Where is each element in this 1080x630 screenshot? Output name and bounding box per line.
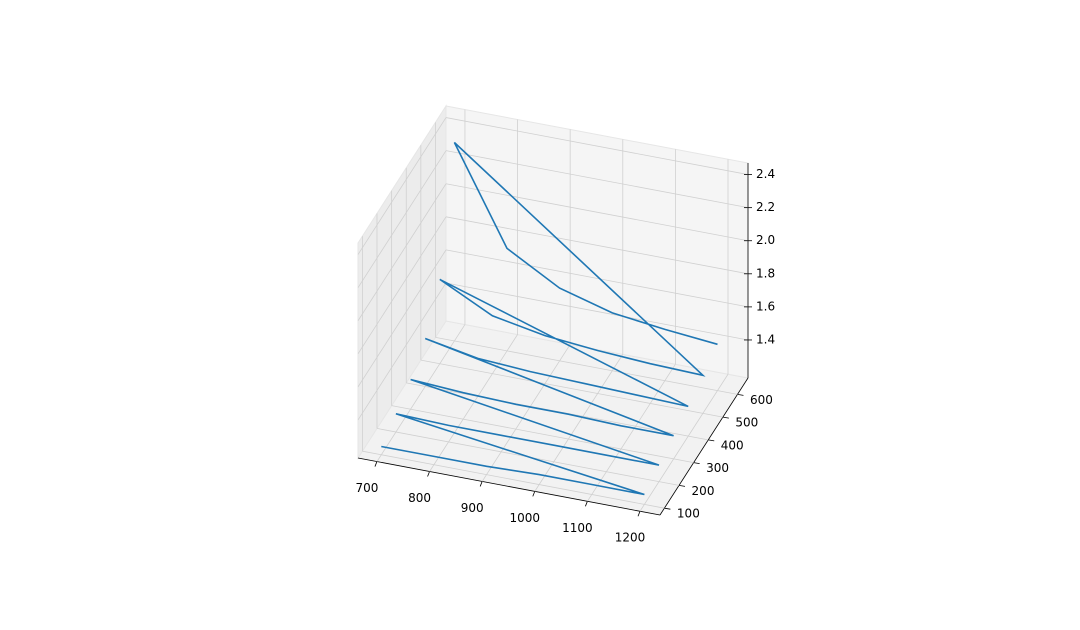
x-axis-line [357,457,661,516]
y-tick [678,485,686,487]
x-tick [427,471,430,477]
x-tick-label: 1000 [510,511,541,525]
grid-line [357,249,447,388]
y-tick [737,393,744,396]
y-tick-label: 500 [735,416,758,430]
grid-line [357,282,447,421]
y-axis-line [659,377,749,516]
grid-line [534,354,624,492]
x-tick [637,511,641,517]
y-tick-label: 200 [692,484,715,498]
y-tick [693,462,700,465]
grid-line [357,150,447,288]
grid-line [357,183,447,321]
x-tick-label: 1200 [615,531,646,545]
y-tick-label: 600 [750,393,773,407]
grid-line [639,374,729,512]
z-tick-label: 2.2 [756,200,775,214]
x-tick-label: 700 [355,481,378,495]
grid-line [445,117,749,175]
x-tick [374,461,378,467]
grid-line [445,150,749,209]
y-tick [708,439,715,442]
grid-line [481,344,571,482]
data-line [381,141,718,496]
z-tick-label: 1.8 [756,266,775,280]
grid-line [357,216,447,355]
grid-line [391,405,694,464]
y-tick [722,416,729,419]
grid-line [357,117,447,255]
grid-line [445,282,749,341]
grid-line [420,359,723,418]
x-tick [585,501,588,507]
z-tick-label: 1.4 [756,332,775,346]
z-tick-label: 2.0 [756,233,775,247]
y-tick-label: 100 [677,507,700,521]
z-tick-label: 2.4 [756,167,775,181]
z-tick-label: 1.6 [756,299,775,313]
x-tick-label: 800 [408,491,431,505]
x-tick-label: 900 [461,501,484,515]
y-tick-label: 400 [721,438,744,452]
grid-line [587,364,676,502]
grid-line [435,336,738,395]
grid-line [445,249,749,308]
grid-line [429,334,518,472]
x-tick [479,481,483,487]
grid-line [445,183,749,242]
x-tick [532,491,536,497]
y-tick-label: 300 [706,461,729,475]
y-tick [664,507,671,510]
grid-line [362,450,665,509]
x-tick-label: 1100 [562,521,593,535]
